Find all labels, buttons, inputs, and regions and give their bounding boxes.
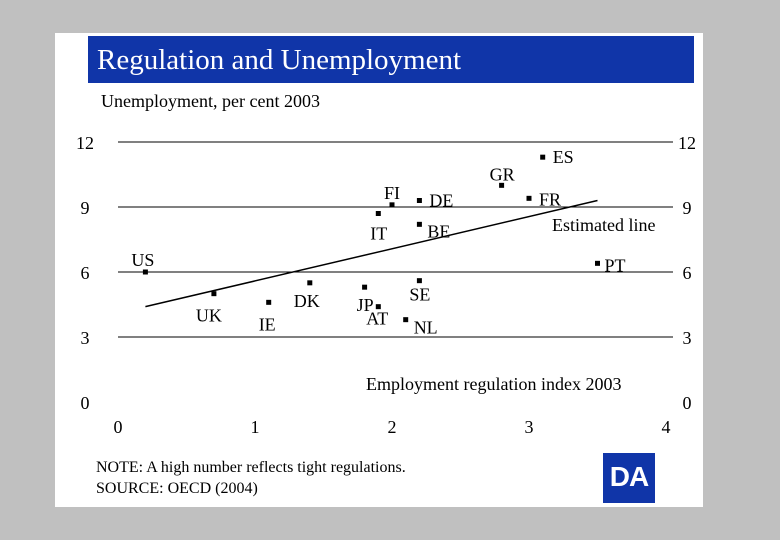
chart-subtitle: Unemployment, per cent 2003 bbox=[101, 91, 320, 111]
title-bar: Regulation and Unemployment bbox=[88, 36, 694, 83]
data-point-uk bbox=[211, 291, 217, 297]
data-point-ie bbox=[266, 299, 272, 305]
point-label-es: ES bbox=[553, 147, 574, 167]
y-tick-label-left: 9 bbox=[81, 198, 90, 218]
point-label-uk: UK bbox=[196, 306, 222, 326]
point-label-se: SE bbox=[409, 285, 430, 305]
source-text: SOURCE: OECD (2004) bbox=[96, 480, 258, 497]
y-tick-label-right: 9 bbox=[683, 198, 692, 218]
x-tick-label: 4 bbox=[662, 417, 671, 437]
trend-line bbox=[145, 199, 598, 308]
point-label-us: US bbox=[131, 250, 154, 270]
data-point-at bbox=[375, 304, 381, 310]
point-label-de: DE bbox=[429, 191, 453, 211]
point-label-fi: FI bbox=[384, 183, 400, 203]
data-point-fi bbox=[389, 202, 395, 208]
x-tick-label: 2 bbox=[388, 417, 397, 437]
data-point-es bbox=[540, 154, 546, 160]
data-point-fr bbox=[526, 195, 532, 201]
point-label-be: BE bbox=[427, 221, 450, 241]
footnote: NOTE: A high number reflects tight regul… bbox=[96, 457, 406, 499]
grid-layer bbox=[118, 141, 673, 338]
chart-title: Regulation and Unemployment bbox=[97, 44, 462, 76]
data-point-se bbox=[416, 278, 422, 284]
point-label-pt: PT bbox=[605, 255, 626, 275]
y-tick-label-left: 12 bbox=[76, 133, 94, 153]
y-tick-label-right: 12 bbox=[678, 133, 696, 153]
point-label-at: AT bbox=[366, 309, 388, 329]
point-label-ie: IE bbox=[259, 314, 276, 334]
point-label-gr: GR bbox=[490, 164, 515, 184]
point-label-nl: NL bbox=[414, 318, 438, 338]
trend-layer bbox=[145, 199, 598, 308]
y-tick-label-left: 0 bbox=[81, 393, 90, 413]
data-point-nl bbox=[403, 317, 409, 323]
y-tick-label-right: 0 bbox=[683, 393, 692, 413]
da-logo: DA bbox=[603, 453, 655, 503]
slide: Regulation and Unemployment Unemployment… bbox=[55, 33, 703, 507]
axis-layer: 0 03 36 69 912 120 1 2 3 4 bbox=[76, 133, 696, 437]
y-tick-label-left: 3 bbox=[81, 328, 90, 348]
data-point-pt bbox=[595, 260, 600, 266]
data-point-be bbox=[416, 221, 422, 227]
x-tick-label: 3 bbox=[525, 417, 534, 437]
data-point-it bbox=[375, 211, 381, 216]
note-text: NOTE: A high number reflects tight regul… bbox=[96, 459, 406, 476]
y-tick-label-left: 6 bbox=[81, 263, 90, 283]
data-point-gr bbox=[499, 182, 505, 188]
point-label-it: IT bbox=[370, 224, 387, 244]
point-label-jp: JP bbox=[357, 295, 374, 315]
logo-text: DA bbox=[609, 461, 649, 492]
data-point-jp bbox=[362, 284, 368, 290]
data-point-us bbox=[142, 269, 148, 275]
y-tick-label-right: 3 bbox=[683, 328, 692, 348]
x-tick-label: 0 bbox=[114, 417, 123, 437]
estimated-line-label: Estimated line bbox=[552, 215, 655, 235]
x-tick-label: 1 bbox=[251, 417, 260, 437]
x-axis-label: Employment regulation index 2003 bbox=[366, 374, 621, 394]
y-tick-label-right: 6 bbox=[683, 263, 692, 283]
point-label-dk: DK bbox=[294, 291, 320, 311]
data-point-de bbox=[416, 198, 422, 203]
data-point-dk bbox=[307, 280, 313, 286]
point-label-fr: FR bbox=[539, 189, 561, 209]
